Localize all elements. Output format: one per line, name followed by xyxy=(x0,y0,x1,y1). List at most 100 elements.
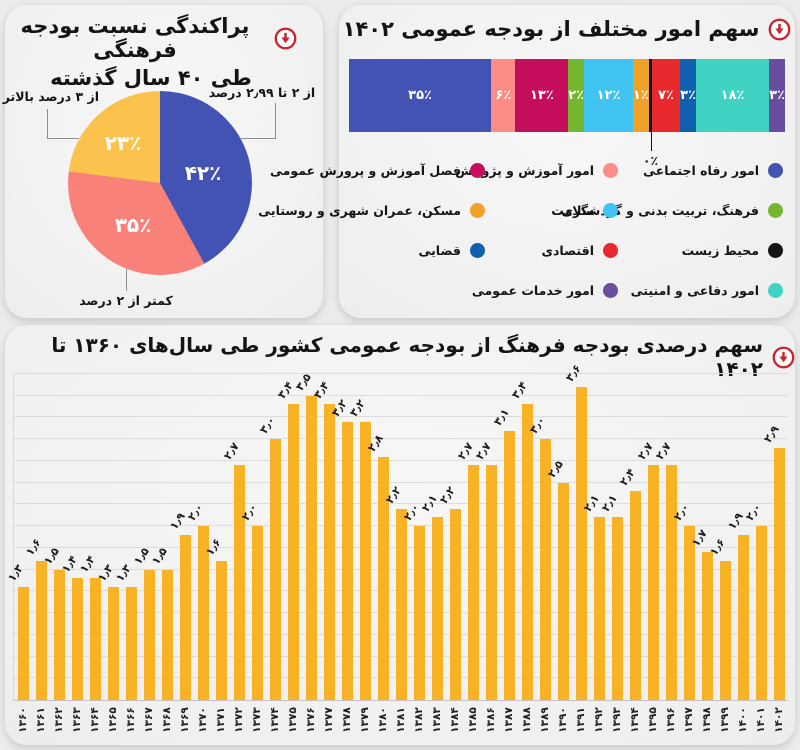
pie-card-title: پراکندگی نسبت بودجه فرهنگی طی ۴۰ سال گذش… xyxy=(5,14,297,90)
year-bar xyxy=(755,526,767,700)
pie-callout-3-and-above: از ۳ درصد بالاتر xyxy=(2,89,99,104)
bar-chart-plot-area: ۱٫۳ ۱۳۶۰ ۱٫۶ ۱۳۶۱ ۱٫۵ ۱۳۶۲ ۱٫۴ ۱۳۶۳ ۱٫۴ ۱۳۶۴ ۱٫۳ ۱۳… xyxy=(5,362,788,733)
year-bar xyxy=(197,526,209,700)
down-arrow-badge-icon xyxy=(772,346,795,368)
callout-line xyxy=(126,269,127,291)
bar-slot-۱۳۹۲: ۲٫۱ ۱۳۹۲ xyxy=(581,374,608,733)
stacked-bar: ۳۵٪ ۶٪ ۱۳٪ ۲٪ ۱۲٪ ۱٪ ۷٪ ۳٪ ۱۸٪ ۳٪ xyxy=(349,59,785,132)
year-axis-label: ۱۳۹۵ xyxy=(647,707,659,733)
stacked-segment-label: ۳٪ xyxy=(769,88,785,103)
year-axis-label: ۱۳۸۷ xyxy=(503,707,515,733)
stacked-segment-2: ۶٪ xyxy=(491,59,516,132)
trend-card-title-row: سهم درصدی بودجه فرهنگ از بودجه عمومی کشو… xyxy=(5,333,795,381)
budget-legend: امور رفاه اجتماعی فرهنگ، تربیت بدنی و گرد… xyxy=(258,162,783,298)
pie-callout-2-to-2.99: از ۲ تا ۲٫۹۹ درصد xyxy=(208,85,316,100)
year-bar xyxy=(521,404,533,700)
year-bar xyxy=(773,447,785,700)
gridline xyxy=(14,481,788,483)
bar-slot-۱۳۷۰: ۲٫۰ ۱۳۷۰ xyxy=(185,374,212,733)
year-axis-label: ۱۳۷۱ xyxy=(215,707,227,733)
legend-color-dot xyxy=(470,242,485,258)
bar-slot-۱۴۰۱: ۲٫۰ ۱۴۰۱ xyxy=(743,374,770,733)
year-axis-label: ۱۳۹۷ xyxy=(683,707,695,733)
year-axis-label: ۱۴۰۲ xyxy=(773,707,785,733)
stacked-segment-3: ۱۳٪ xyxy=(515,59,569,132)
year-bar xyxy=(647,465,659,700)
pie-chart-card: پراکندگی نسبت بودجه فرهنگی طی ۴۰ سال گذش… xyxy=(2,5,323,318)
culture-budget-trend-card: سهم درصدی بودجه فرهنگ از بودجه عمومی کشو… xyxy=(5,325,795,745)
gridline xyxy=(14,373,788,374)
legend-item: امور دفاعی و امنیتی xyxy=(618,282,783,298)
stacked-segment-8: ۷٪ xyxy=(651,59,681,132)
legend-color-dot xyxy=(768,202,783,218)
year-bar xyxy=(125,587,137,700)
bar-slot-۱۳۸۰: ۲٫۸ ۱۳۸۰ xyxy=(365,374,392,733)
stacked-segment-11: ۳٪ xyxy=(769,59,785,132)
legend-item-label: سلامت xyxy=(551,202,594,218)
year-axis-label: ۱۳۸۶ xyxy=(485,707,497,733)
gridline xyxy=(14,438,788,440)
stacked-segment-label: ۱٪ xyxy=(632,88,649,103)
legend-item-label: فصل آموزش و پرورش عمومی xyxy=(270,162,461,178)
legend-color-dot xyxy=(603,202,618,218)
down-arrow-badge-icon xyxy=(768,18,791,40)
bar-slot-۱۳۷۲: ۲٫۷ ۱۳۷۲ xyxy=(221,374,248,732)
bar-slot-۱۳۶۴: ۱٫۴ ۱۳۶۴ xyxy=(77,374,104,732)
bar-slot-۱۳۶۲: ۱٫۵ ۱۳۶۲ xyxy=(41,374,68,733)
legend-color-dot xyxy=(603,242,618,258)
legend-item: سلامت xyxy=(485,202,618,218)
stacked-segment-label: ۳٪ xyxy=(680,88,697,103)
bar-slot-۱۳۷۵: ۳٫۴ ۱۳۷۵ xyxy=(275,374,302,733)
stacked-segment-1: ۳۵٪ xyxy=(349,59,492,132)
bar-slot-۱۳۸۶: ۲٫۷ ۱۳۸۶ xyxy=(473,374,500,732)
year-bar xyxy=(143,569,155,700)
year-bar xyxy=(503,430,515,700)
bar-slot-۱۳۷۶: ۳٫۵ ۱۳۷۶ xyxy=(293,371,320,733)
year-bar xyxy=(251,526,263,700)
year-bar xyxy=(287,404,299,700)
bar-slot-۱۳۶۶: ۱٫۳ ۱۳۶۶ xyxy=(113,374,140,733)
bar-slot-۱۳۸۴: ۲٫۲ ۱۳۸۴ xyxy=(437,374,464,733)
legend-column-2: امور آموزش و پژوهش سلامت اقتصادی امور خدمات… xyxy=(455,162,618,298)
year-axis-label: ۱۳۶۸ xyxy=(161,707,173,733)
bar-slot-۱۳۹۹: ۱٫۶ ۱۳۹۹ xyxy=(707,374,734,733)
gridline xyxy=(14,503,788,505)
bar-slot-۱۳۶۷: ۱٫۵ ۱۳۶۷ xyxy=(131,374,158,733)
year-bar xyxy=(431,517,443,700)
year-axis-label: ۱۳۷۷ xyxy=(323,707,335,733)
stacked-segment-9: ۳٪ xyxy=(680,59,697,132)
bar-slot-۱۳۹۸: ۱٫۷ ۱۳۹۸ xyxy=(689,374,716,732)
down-arrow-badge-icon xyxy=(274,27,297,49)
year-axis-label: ۱۳۸۴ xyxy=(449,707,461,733)
year-bar xyxy=(377,456,389,700)
year-bar xyxy=(611,517,623,700)
legend-item-label: قضایی xyxy=(418,242,461,258)
legend-item-label: مسکن، عمران شهری و روستایی xyxy=(258,202,461,218)
year-bar xyxy=(575,387,587,700)
bar-slot-۱۳۹۶: ۲٫۷ ۱۳۹۶ xyxy=(653,374,680,732)
budget-card-title: سهم امور مختلف از بودجه عمومی ۱۴۰۲ xyxy=(342,17,760,41)
pie-callout-below-2: کمتر از ۲ درصد xyxy=(79,293,173,308)
year-axis-label: ۱۳۶۷ xyxy=(143,707,155,733)
year-axis-label: ۱۴۰۱ xyxy=(755,707,767,733)
stacked-segment-label: ۱۲٪ xyxy=(596,88,621,103)
stacked-segment-4: ۲٪ xyxy=(568,59,585,132)
bar-slot-۱۳۷۱: ۱٫۶ ۱۳۷۱ xyxy=(203,374,230,733)
year-axis-label: ۱۳۹۰ xyxy=(557,707,569,733)
bar-slot-۱۳۸۲: ۲٫۰ ۱۳۸۲ xyxy=(401,374,428,733)
year-axis-label: ۱۳۸۸ xyxy=(521,707,533,733)
pie-slice-value-salmon: ۳۵٪ xyxy=(114,213,152,237)
year-bar xyxy=(71,578,83,700)
year-bar xyxy=(413,526,425,700)
legend-color-dot xyxy=(768,162,783,178)
stacked-segment-label: ۲٪ xyxy=(568,88,585,103)
bar-slot-۱۳۸۹: ۳٫۰ ۱۳۸۹ xyxy=(527,374,554,732)
bar-slot-۱۴۰۲: ۲٫۹ ۱۴۰۲ xyxy=(761,374,788,733)
legend-color-dot xyxy=(603,282,618,298)
year-bar xyxy=(683,526,695,700)
legend-item-label: امور دفاعی و امنیتی xyxy=(630,282,759,298)
year-bar xyxy=(89,578,101,700)
year-bar xyxy=(701,552,713,700)
year-bar xyxy=(215,560,227,700)
